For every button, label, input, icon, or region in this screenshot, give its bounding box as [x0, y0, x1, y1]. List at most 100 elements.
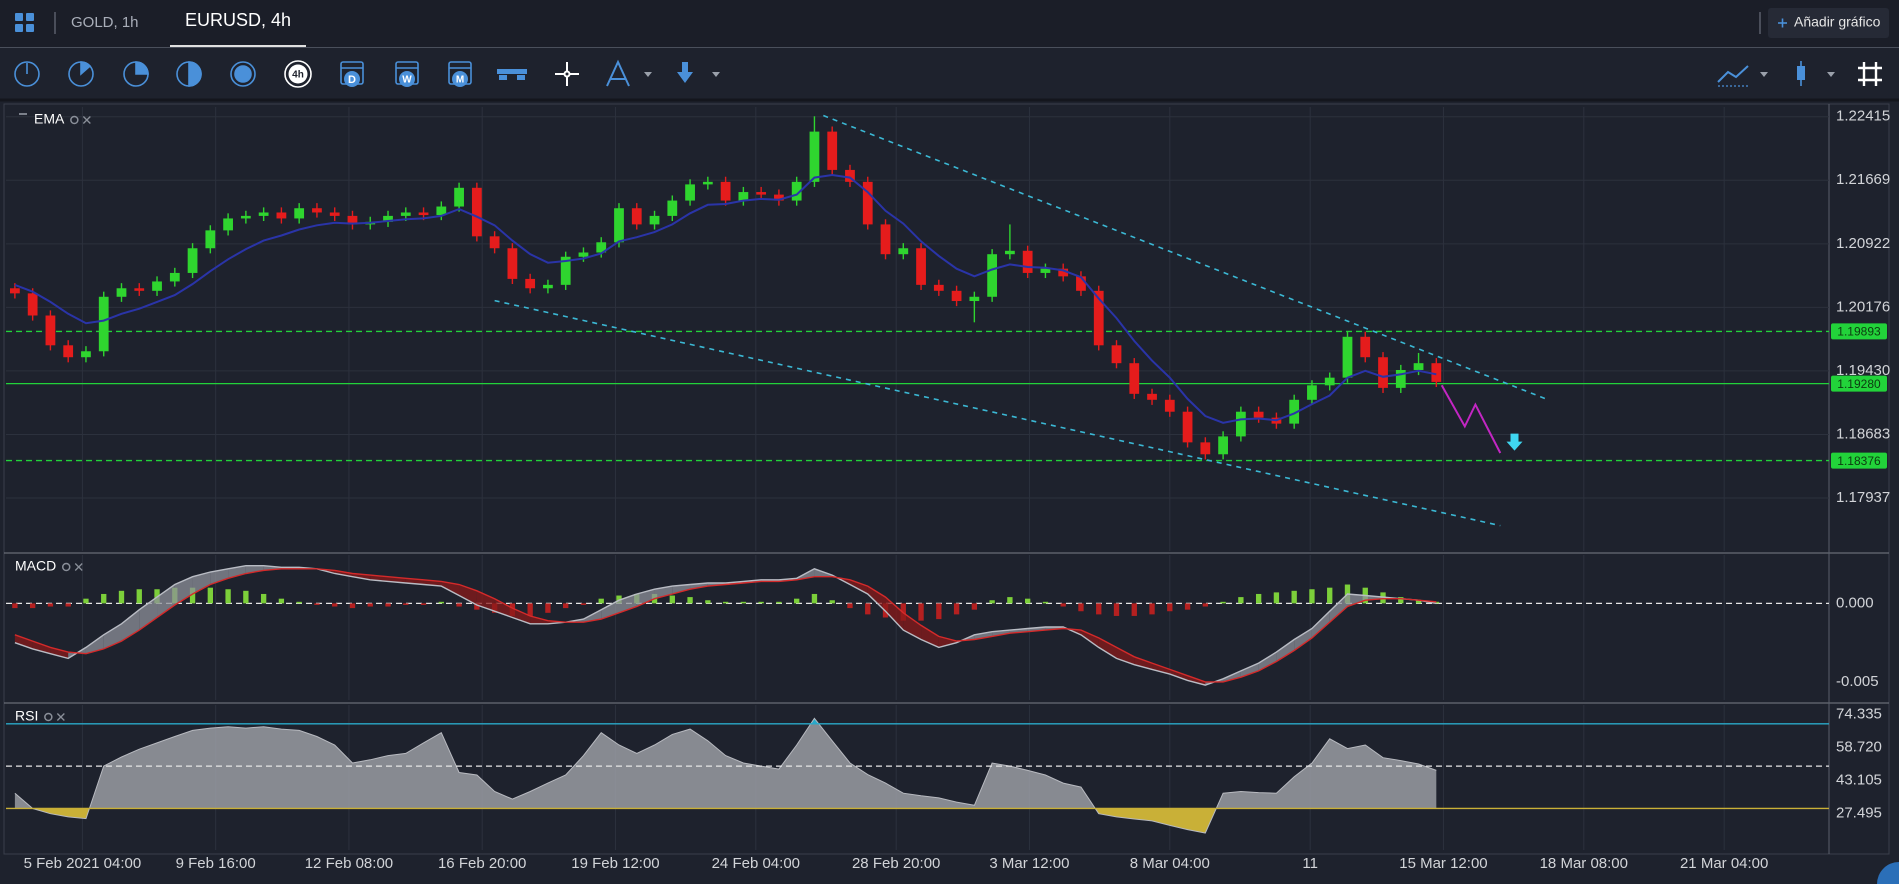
plot-area	[6, 114, 1829, 527]
range-icon[interactable]	[497, 69, 527, 80]
histogram-bar	[705, 600, 711, 604]
macd-fill	[139, 597, 158, 631]
histogram-bar	[1113, 603, 1120, 616]
y-tick-label: -0.005	[1836, 673, 1879, 690]
price-level-tag	[1831, 323, 1887, 340]
histogram-bar	[118, 590, 125, 604]
histogram-bar	[420, 603, 427, 605]
y-tick-label: 58.720	[1836, 739, 1882, 756]
candle-body	[347, 215, 358, 225]
candle-body	[1413, 363, 1424, 370]
calendar-icon[interactable]: D	[340, 61, 364, 87]
period-label[interactable]: D	[348, 74, 356, 86]
candle-body	[543, 284, 553, 289]
period-label[interactable]: M	[456, 75, 464, 86]
tab[interactable]: GOLD, 1h	[71, 14, 139, 31]
timeframe-icon[interactable]: 4h	[284, 60, 312, 88]
projection-line	[1440, 384, 1502, 454]
histogram-bar	[1007, 597, 1013, 604]
ema-line	[14, 173, 1437, 424]
macd-fill	[938, 636, 957, 648]
candle-body	[756, 192, 767, 195]
candle-body	[845, 169, 855, 182]
histogram-bar	[1255, 593, 1262, 604]
macd-fill	[601, 600, 619, 620]
candle-body	[312, 208, 322, 213]
candle-body	[294, 208, 305, 219]
add-chart-label[interactable]: Añadir gráfico	[1794, 14, 1881, 30]
histogram-bar	[136, 589, 142, 604]
candle-body	[827, 131, 838, 170]
tab-active[interactable]: EURUSD, 4h	[185, 10, 291, 30]
grid-toggle-icon[interactable]	[1858, 62, 1882, 86]
macd-fill	[530, 615, 548, 624]
histogram-bar	[794, 598, 800, 604]
histogram-bar	[1024, 598, 1031, 604]
tool-icon[interactable]	[68, 61, 94, 87]
histogram-bar	[1415, 600, 1422, 604]
draw-icon[interactable]	[606, 59, 652, 87]
macd-fill	[1187, 675, 1206, 686]
macd-fill	[334, 570, 353, 577]
tool-icon[interactable]	[230, 61, 256, 87]
timeframe-label[interactable]: 4h	[292, 70, 304, 81]
candle-style-icon[interactable]	[1797, 61, 1835, 86]
indicator-settings[interactable]	[70, 115, 91, 125]
candle-body	[1093, 290, 1104, 346]
macd-fill	[921, 625, 939, 648]
crosshair-icon[interactable]	[555, 62, 579, 86]
close-icon	[56, 713, 65, 721]
period-label[interactable]: W	[402, 75, 412, 86]
macd-fill	[1080, 630, 1099, 648]
candle-body	[1289, 399, 1300, 424]
tool-icon[interactable]	[14, 61, 40, 87]
macd-fill	[1240, 663, 1259, 678]
indicator-settings[interactable]	[61, 562, 83, 572]
histogram-bar	[1078, 603, 1084, 612]
add-chart-button[interactable]: Añadir gráfico	[1768, 8, 1889, 38]
tab-bar	[0, 0, 1899, 47]
histogram-bar	[385, 603, 391, 607]
candle-body	[81, 351, 91, 358]
tool-icon[interactable]	[123, 61, 149, 87]
candle-body	[578, 252, 589, 257]
tool-icon[interactable]	[176, 61, 202, 87]
candle-body	[1182, 411, 1193, 443]
macd-fill	[1152, 663, 1170, 675]
candle-body	[933, 284, 944, 291]
candle-body	[489, 236, 500, 249]
histogram-bar	[971, 603, 978, 610]
corner-button[interactable]	[1877, 862, 1899, 884]
arrow-tool-icon[interactable]	[677, 62, 720, 83]
histogram-bar	[776, 601, 782, 604]
calendar-icon[interactable]: W	[395, 61, 419, 87]
histogram-bar	[1131, 603, 1137, 616]
macd-line	[14, 565, 1437, 686]
line-style-icon[interactable]	[1717, 65, 1768, 87]
price-level-label: 1.18376	[1837, 454, 1881, 468]
calendar-icon[interactable]: M	[448, 61, 472, 87]
histogram-bar	[243, 590, 249, 604]
histogram-bar	[1184, 603, 1191, 610]
macd-fill	[1116, 647, 1135, 665]
x-tick-label: 5 Feb 2021 04:00	[24, 855, 142, 872]
histogram-bar	[936, 603, 942, 620]
macd-fill	[654, 586, 673, 599]
apps-icon[interactable]	[15, 13, 34, 32]
histogram-bar	[1238, 597, 1244, 604]
macd-fill	[867, 586, 886, 612]
candle-body	[223, 218, 233, 231]
macd-fill	[1169, 669, 1188, 681]
histogram-bar	[811, 593, 818, 604]
candle-body	[152, 281, 162, 291]
histogram-bar	[438, 601, 444, 604]
candle-body	[1253, 411, 1264, 418]
histogram-bar	[527, 603, 533, 616]
candle-body	[560, 256, 571, 285]
histogram-bar	[758, 601, 764, 604]
price-level-tag	[1831, 452, 1887, 469]
candle-body	[1360, 336, 1371, 358]
candle-body	[1022, 250, 1033, 273]
indicator-settings[interactable]	[44, 712, 65, 722]
x-tick-label: 8 Mar 04:00	[1130, 855, 1210, 872]
